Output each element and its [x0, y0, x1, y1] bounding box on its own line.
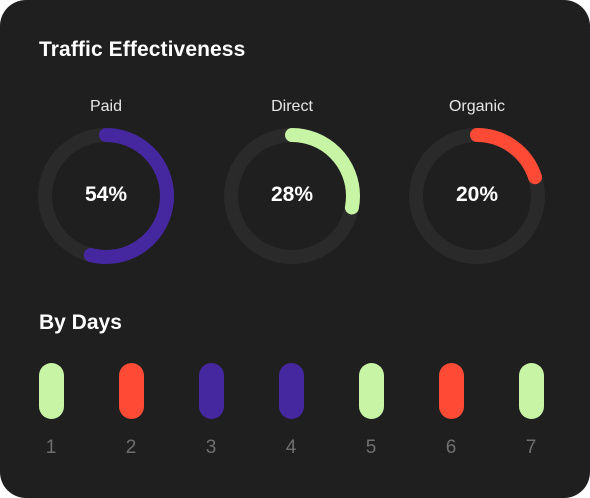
card-title: Traffic Effectiveness [39, 38, 246, 61]
gauge-ring [409, 128, 545, 264]
day-label: 3 [205, 437, 217, 458]
gauge-value: 28% [270, 183, 314, 206]
day-bar[interactable] [359, 363, 384, 419]
day-label: 4 [285, 437, 297, 458]
gauge-label: Organic [448, 98, 506, 115]
day-bar[interactable] [199, 363, 224, 419]
gauge-label: Direct [271, 98, 313, 115]
gauge-arc [38, 128, 174, 264]
gauge-ring [224, 128, 360, 264]
day-label: 5 [365, 437, 377, 458]
day-bar[interactable] [119, 363, 144, 419]
gauge-value: 54% [84, 183, 128, 206]
day-bar[interactable] [39, 363, 64, 419]
day-label: 6 [445, 437, 457, 458]
gauge-arc [224, 128, 360, 264]
gauge-label: Paid [89, 98, 123, 115]
day-label: 2 [125, 437, 137, 458]
day-label: 1 [45, 437, 57, 458]
day-label: 7 [525, 437, 537, 458]
by-days-title: By Days [39, 311, 122, 334]
day-bar[interactable] [279, 363, 304, 419]
day-bar[interactable] [519, 363, 544, 419]
gauge-value: 20% [455, 183, 499, 206]
gauge-ring [38, 128, 174, 264]
day-bar[interactable] [439, 363, 464, 419]
gauge-arc [409, 128, 545, 264]
